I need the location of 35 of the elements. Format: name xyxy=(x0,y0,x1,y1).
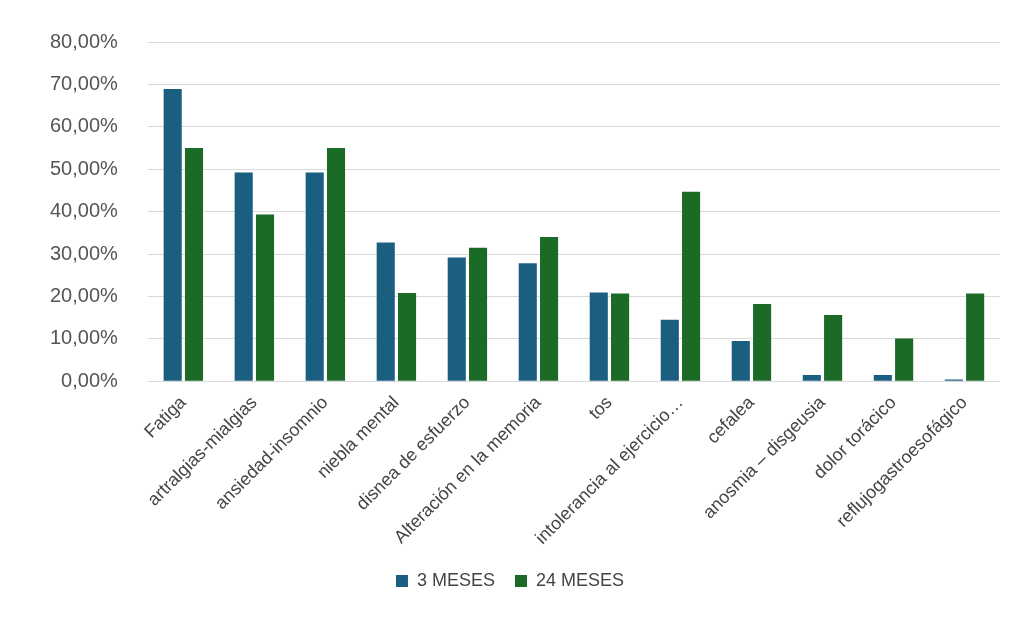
bar xyxy=(873,374,892,381)
bar xyxy=(753,304,772,381)
y-tick-label: 60,00% xyxy=(49,114,119,137)
bar xyxy=(895,338,914,381)
bar xyxy=(518,263,537,381)
y-tick-label: 50,00% xyxy=(49,156,119,179)
x-tick-label: tos xyxy=(584,392,616,424)
y-tick-label: 70,00% xyxy=(49,71,119,94)
bar xyxy=(326,148,346,381)
bar xyxy=(731,340,750,381)
bar xyxy=(163,89,182,381)
bar xyxy=(234,172,253,381)
bar xyxy=(468,247,488,381)
y-tick-label: 80,00% xyxy=(49,29,119,52)
legend-label: 3 MESES xyxy=(416,569,495,590)
y-tick-label: 10,00% xyxy=(49,326,119,349)
bar xyxy=(802,374,821,381)
legend-label: 24 MESES xyxy=(535,569,625,590)
bar xyxy=(447,257,466,381)
bar xyxy=(660,319,679,381)
bar xyxy=(682,191,701,381)
y-tick-label: 20,00% xyxy=(49,283,119,306)
bar xyxy=(611,293,630,381)
bar xyxy=(397,293,417,381)
bar xyxy=(966,293,985,381)
bar xyxy=(305,172,324,381)
bar xyxy=(184,148,204,381)
bar xyxy=(376,242,395,381)
bar xyxy=(255,214,275,381)
y-tick-label: 40,00% xyxy=(49,199,119,222)
y-tick-label: 0,00% xyxy=(61,368,119,391)
bar xyxy=(589,292,608,381)
bar xyxy=(824,315,843,381)
bar xyxy=(540,237,559,381)
y-tick-label: 30,00% xyxy=(49,241,119,264)
